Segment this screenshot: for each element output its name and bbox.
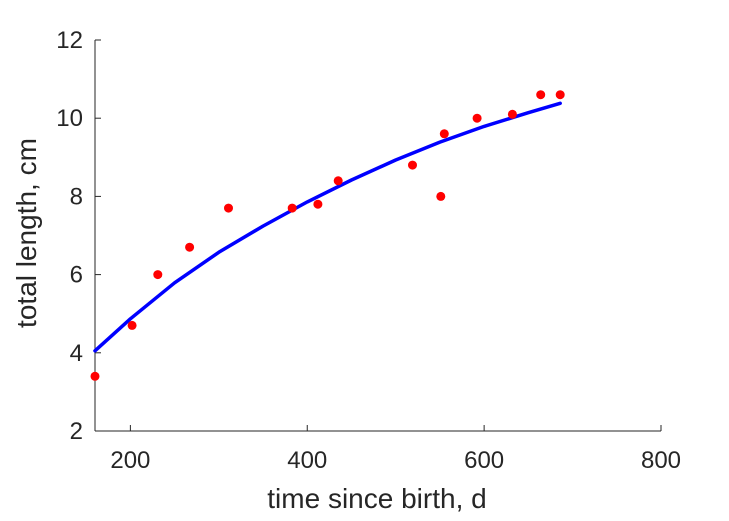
x-tick-label: 600 [464, 447, 504, 474]
y-axis-label: total length, cm [11, 138, 42, 328]
data-point [127, 320, 137, 330]
x-axis-label: time since birth, d [267, 483, 486, 514]
data-point [287, 203, 297, 213]
data-point [439, 129, 449, 139]
data-point [408, 160, 417, 170]
data-point [224, 203, 233, 213]
data-point [555, 90, 565, 100]
y-tick-label: 2 [70, 418, 83, 445]
data-point [472, 113, 482, 123]
data-point [313, 199, 323, 209]
x-tick-label: 800 [641, 447, 681, 474]
data-point [153, 270, 163, 280]
x-tick-label: 400 [287, 447, 327, 474]
axes: 200 400 600 800 2 4 6 8 10 12 [56, 27, 681, 474]
y-tick-label: 10 [56, 105, 83, 132]
data-point [436, 191, 446, 201]
y-tick-label: 12 [56, 27, 83, 54]
x-tick-label: 200 [110, 447, 150, 474]
y-tick-label: 4 [70, 340, 83, 367]
data-point [507, 109, 517, 119]
data-points-layer [90, 90, 565, 381]
y-tick-label: 8 [70, 183, 83, 210]
data-point [333, 176, 343, 186]
data-point [90, 371, 100, 381]
fit-curve [93, 101, 562, 353]
data-point [536, 90, 546, 100]
fit-curve-layer [93, 101, 562, 353]
y-tick-label: 6 [70, 262, 83, 289]
data-point [185, 242, 195, 252]
